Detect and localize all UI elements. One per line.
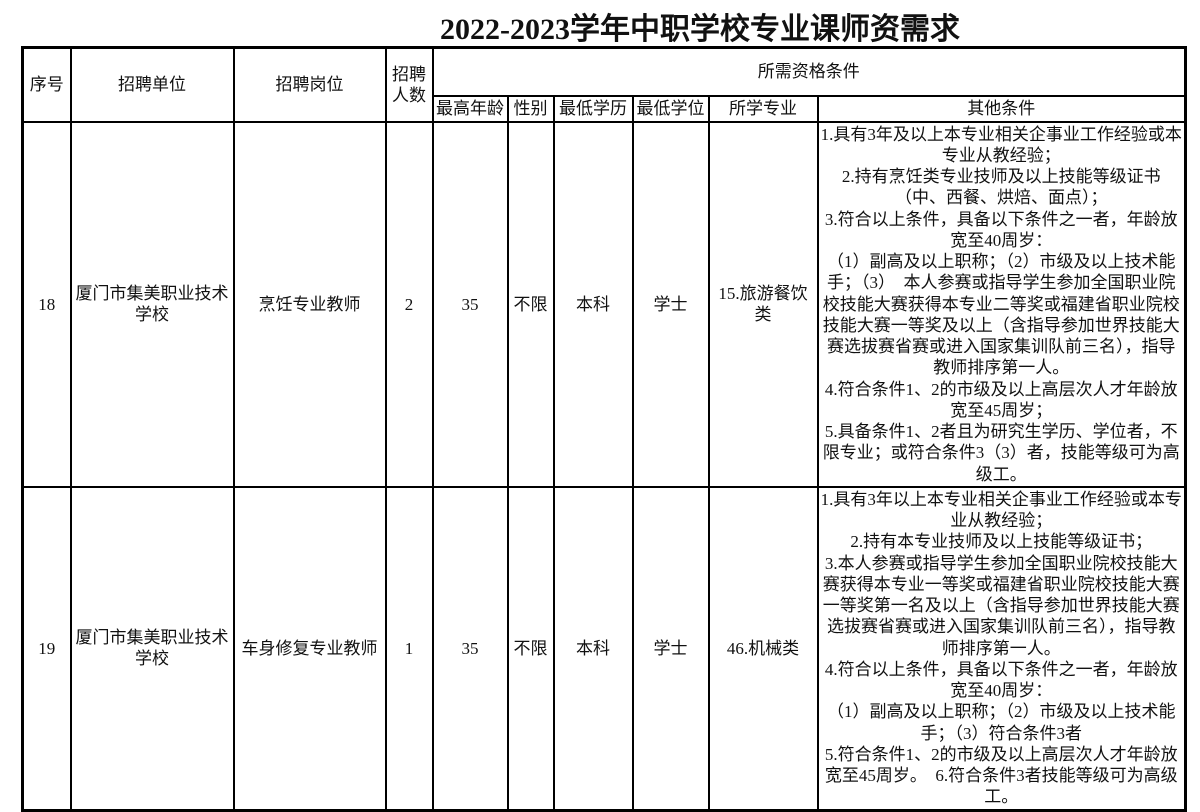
- cell-headcount: 1: [384, 485, 434, 812]
- cell-position: 车身修复专业教师: [232, 485, 387, 812]
- cell-max-age: 35: [431, 120, 509, 488]
- header-employer: 招聘单位: [69, 46, 235, 123]
- cell-min-degree: 学士: [631, 485, 710, 812]
- cell-min-education: 本科: [552, 485, 634, 812]
- cell-employer: 厦门市集美职业技术学校: [69, 485, 235, 812]
- cell-employer: 厦门市集美职业技术学校: [69, 120, 235, 488]
- header-row-sub: 最高年龄 性别 最低学历 最低学位 所学专业 其他条件: [23, 94, 1187, 123]
- table-row: 19 厦门市集美职业技术学校 车身修复专业教师 1 35 不限 本科 学士 46…: [21, 485, 1187, 812]
- cell-headcount: 2: [384, 120, 434, 488]
- page-title: 2022-2023学年中职学校专业课师资需求: [440, 13, 960, 46]
- header-row-main: 序号 招聘单位 招聘岗位 招聘人数 所需资格条件: [21, 46, 1187, 123]
- requirements-table: 序号 招聘单位 招聘岗位 招聘人数 所需资格条件 最高年龄 性别 最低学历 最低…: [21, 46, 1188, 812]
- header-min-education: 最低学历: [552, 94, 634, 123]
- cell-major: 46.机械类: [707, 485, 819, 812]
- cell-min-degree: 学士: [631, 120, 710, 488]
- cell-serial: 19: [21, 485, 72, 812]
- header-serial: 序号: [21, 46, 72, 123]
- header-min-degree: 最低学位: [631, 94, 710, 123]
- header-qualifications: 所需资格条件: [431, 46, 1187, 97]
- cell-min-education: 本科: [552, 120, 634, 488]
- header-headcount: 招聘人数: [384, 46, 434, 123]
- header-other-conditions: 其他条件: [816, 94, 1187, 123]
- header-gender: 性别: [506, 94, 555, 123]
- table-row: 18 厦门市集美职业技术学校 烹饪专业教师 2 35 不限 本科 学士 15.旅…: [21, 120, 1187, 488]
- cell-gender: 不限: [506, 485, 555, 812]
- cell-gender: 不限: [506, 120, 555, 488]
- header-major: 所学专业: [707, 94, 819, 123]
- cell-position: 烹饪专业教师: [232, 120, 387, 488]
- cell-other-conditions: 1.具有3年以上本专业相关企事业工作经验或本专业从教经验； 2.持有本专业技师及…: [816, 485, 1187, 812]
- header-max-age: 最高年龄: [431, 94, 509, 123]
- cell-major: 15.旅游餐饮类: [707, 120, 819, 488]
- cell-max-age: 35: [431, 485, 509, 812]
- cell-serial: 18: [21, 120, 72, 488]
- header-position: 招聘岗位: [232, 46, 387, 123]
- cell-other-conditions: 1.具有3年及以上本专业相关企事业工作经验或本专业从教经验； 2.持有烹饪类专业…: [816, 120, 1187, 488]
